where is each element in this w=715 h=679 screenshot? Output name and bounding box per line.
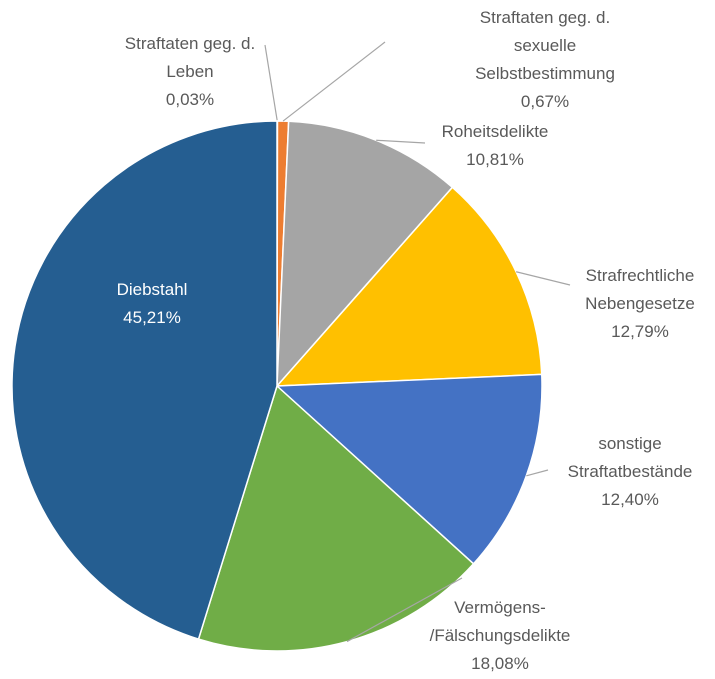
- category-label: Diebstahl: [116, 280, 188, 299]
- pie-slice: [275, 373, 543, 565]
- value-label: 12,40%: [601, 490, 659, 509]
- value-label: 45,21%: [123, 308, 181, 327]
- category-label: sonstige Straftatbestände: [567, 434, 693, 481]
- slice-label: Straftaten geg. d. Leben 0,03%: [125, 30, 255, 114]
- category-label: Straftaten geg. d. sexuelle Selbstbestim…: [475, 8, 615, 83]
- slice-label: Vermögens- /Fälschungsdelikte 18,08%: [430, 594, 571, 678]
- leader-line: [526, 469, 549, 477]
- pie-slice: [11, 120, 278, 641]
- slice-label: Diebstahl 45,21%: [117, 276, 188, 332]
- leader-line: [346, 577, 463, 643]
- leader-line: [264, 44, 278, 122]
- pie-slice: [275, 186, 543, 387]
- slice-label: Straftaten geg. d. sexuelle Selbstbestim…: [460, 4, 630, 116]
- leader-line: [282, 41, 386, 122]
- value-label: 0,03%: [165, 90, 215, 109]
- category-label: Strafrechtliche Nebengesetze: [585, 266, 695, 313]
- value-label: 10,81%: [466, 150, 524, 169]
- category-label: Straftaten geg. d. Leben: [124, 34, 256, 81]
- slice-label: Strafrechtliche Nebengesetze 12,79%: [585, 262, 695, 346]
- leader-line: [376, 139, 426, 144]
- value-label: 0,67%: [520, 92, 570, 111]
- slice-label: Roheitsdelikte 10,81%: [442, 118, 549, 174]
- value-label: 12,79%: [611, 322, 669, 341]
- category-label: Roheitsdelikte: [441, 122, 549, 141]
- slice-label: sonstige Straftatbestände 12,40%: [568, 430, 693, 514]
- leader-line: [515, 271, 571, 286]
- category-label: Vermögens- /Fälschungsdelikte: [429, 598, 571, 645]
- value-label: 18,08%: [471, 654, 529, 673]
